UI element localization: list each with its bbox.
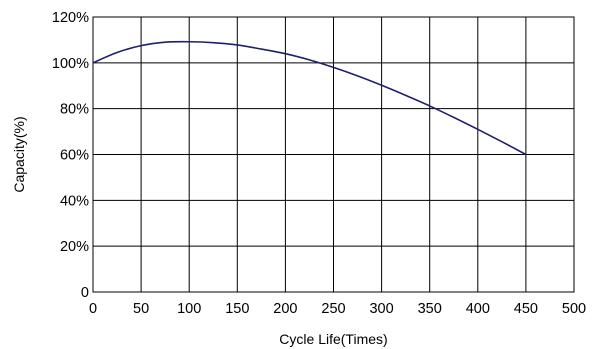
capacity-series-line — [92, 40, 527, 156]
y-tick-label: 100% — [52, 56, 89, 72]
y-axis-title: Capacity(%) — [11, 116, 27, 192]
x-tick-labels: 0 50 100 150 200 250 300 350 400 450 500 — [89, 301, 586, 317]
x-tick-label: 500 — [562, 301, 586, 317]
y-tick-labels: 0 20% 40% 60% 80% 100% 120% — [52, 10, 89, 301]
x-tick-label: 0 — [89, 301, 97, 317]
x-axis-title: Cycle Life(Times) — [279, 331, 387, 347]
x-tick-label: 50 — [133, 301, 149, 317]
y-tick-label: 40% — [60, 193, 89, 209]
y-tick-label: 60% — [60, 148, 89, 164]
grid — [92, 16, 575, 293]
x-tick-label: 200 — [273, 301, 297, 317]
x-tick-label: 350 — [418, 301, 442, 317]
y-tick-label: 0 — [81, 285, 89, 301]
y-tick-label: 80% — [60, 102, 89, 118]
x-tick-label: 450 — [514, 301, 538, 317]
series-layer — [92, 40, 527, 156]
x-tick-label: 100 — [177, 301, 201, 317]
plot-frame — [92, 16, 575, 293]
x-tick-label: 300 — [369, 301, 393, 317]
x-tick-label: 400 — [466, 301, 490, 317]
x-tick-label: 250 — [321, 301, 345, 317]
x-tick-label: 150 — [225, 301, 249, 317]
y-tick-label: 120% — [52, 10, 89, 26]
y-tick-label: 20% — [60, 239, 89, 255]
